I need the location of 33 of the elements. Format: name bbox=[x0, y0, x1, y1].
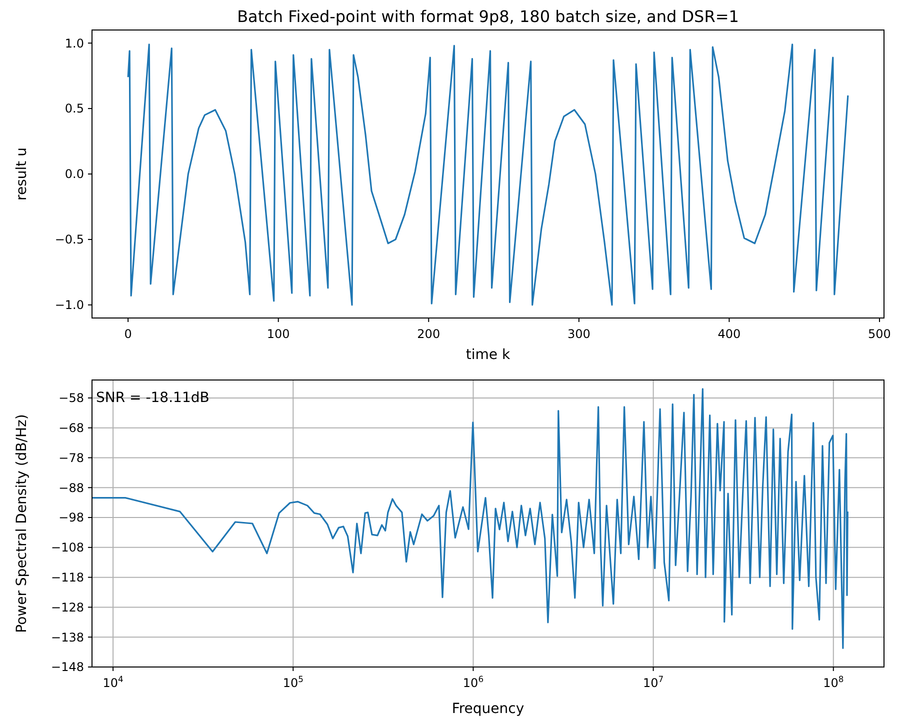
y-tick-label: −98 bbox=[58, 510, 84, 525]
x-tick-label: 400 bbox=[718, 327, 741, 341]
x-tick-label: 10$^{4}$ bbox=[102, 674, 124, 690]
y-tick-label: 0.5 bbox=[64, 102, 84, 116]
y-tick-label: −148 bbox=[51, 660, 84, 674]
x-axis-title: time k bbox=[466, 347, 511, 363]
x-tick-label: 10$^{8}$ bbox=[823, 674, 844, 690]
y-tick-label: −68 bbox=[58, 421, 84, 436]
y-tick-label: −58 bbox=[58, 391, 84, 406]
x-tick-label: 0 bbox=[124, 327, 132, 341]
y-tick-label: −78 bbox=[58, 450, 84, 465]
x-tick-label: 10$^{7}$ bbox=[642, 674, 664, 690]
x-tick-label: 10$^{5}$ bbox=[282, 674, 304, 690]
y-tick-label: −0.5 bbox=[54, 232, 84, 247]
y-tick-label: −138 bbox=[51, 630, 84, 644]
line-series bbox=[127, 44, 849, 306]
y-tick-label: −1.0 bbox=[54, 298, 84, 312]
x-tick-label: 500 bbox=[868, 327, 891, 341]
y-tick-label: −128 bbox=[51, 600, 84, 614]
y-tick-label: −108 bbox=[51, 540, 84, 555]
x-axis-title: Frequency bbox=[452, 701, 524, 717]
annotation: SNR = -18.11dB bbox=[96, 390, 210, 406]
x-tick-label: 100 bbox=[266, 327, 290, 341]
x-tick-label: 300 bbox=[567, 327, 590, 341]
y-axis-title: result u bbox=[14, 148, 30, 200]
x-tick-label: 10$^{6}$ bbox=[462, 674, 484, 690]
y-tick-label: −118 bbox=[51, 570, 84, 585]
y-tick-label: 0.0 bbox=[64, 167, 84, 182]
x-tick-label: 200 bbox=[417, 327, 440, 341]
y-tick-label: 1.0 bbox=[64, 36, 84, 50]
chart-title: Batch Fixed-point with format 9p8, 180 batch size, and DSR=1 bbox=[236, 7, 740, 26]
y-axis-title: Power Spectral Density (dB/Hz) bbox=[14, 414, 30, 633]
y-tick-label: −88 bbox=[58, 480, 84, 495]
